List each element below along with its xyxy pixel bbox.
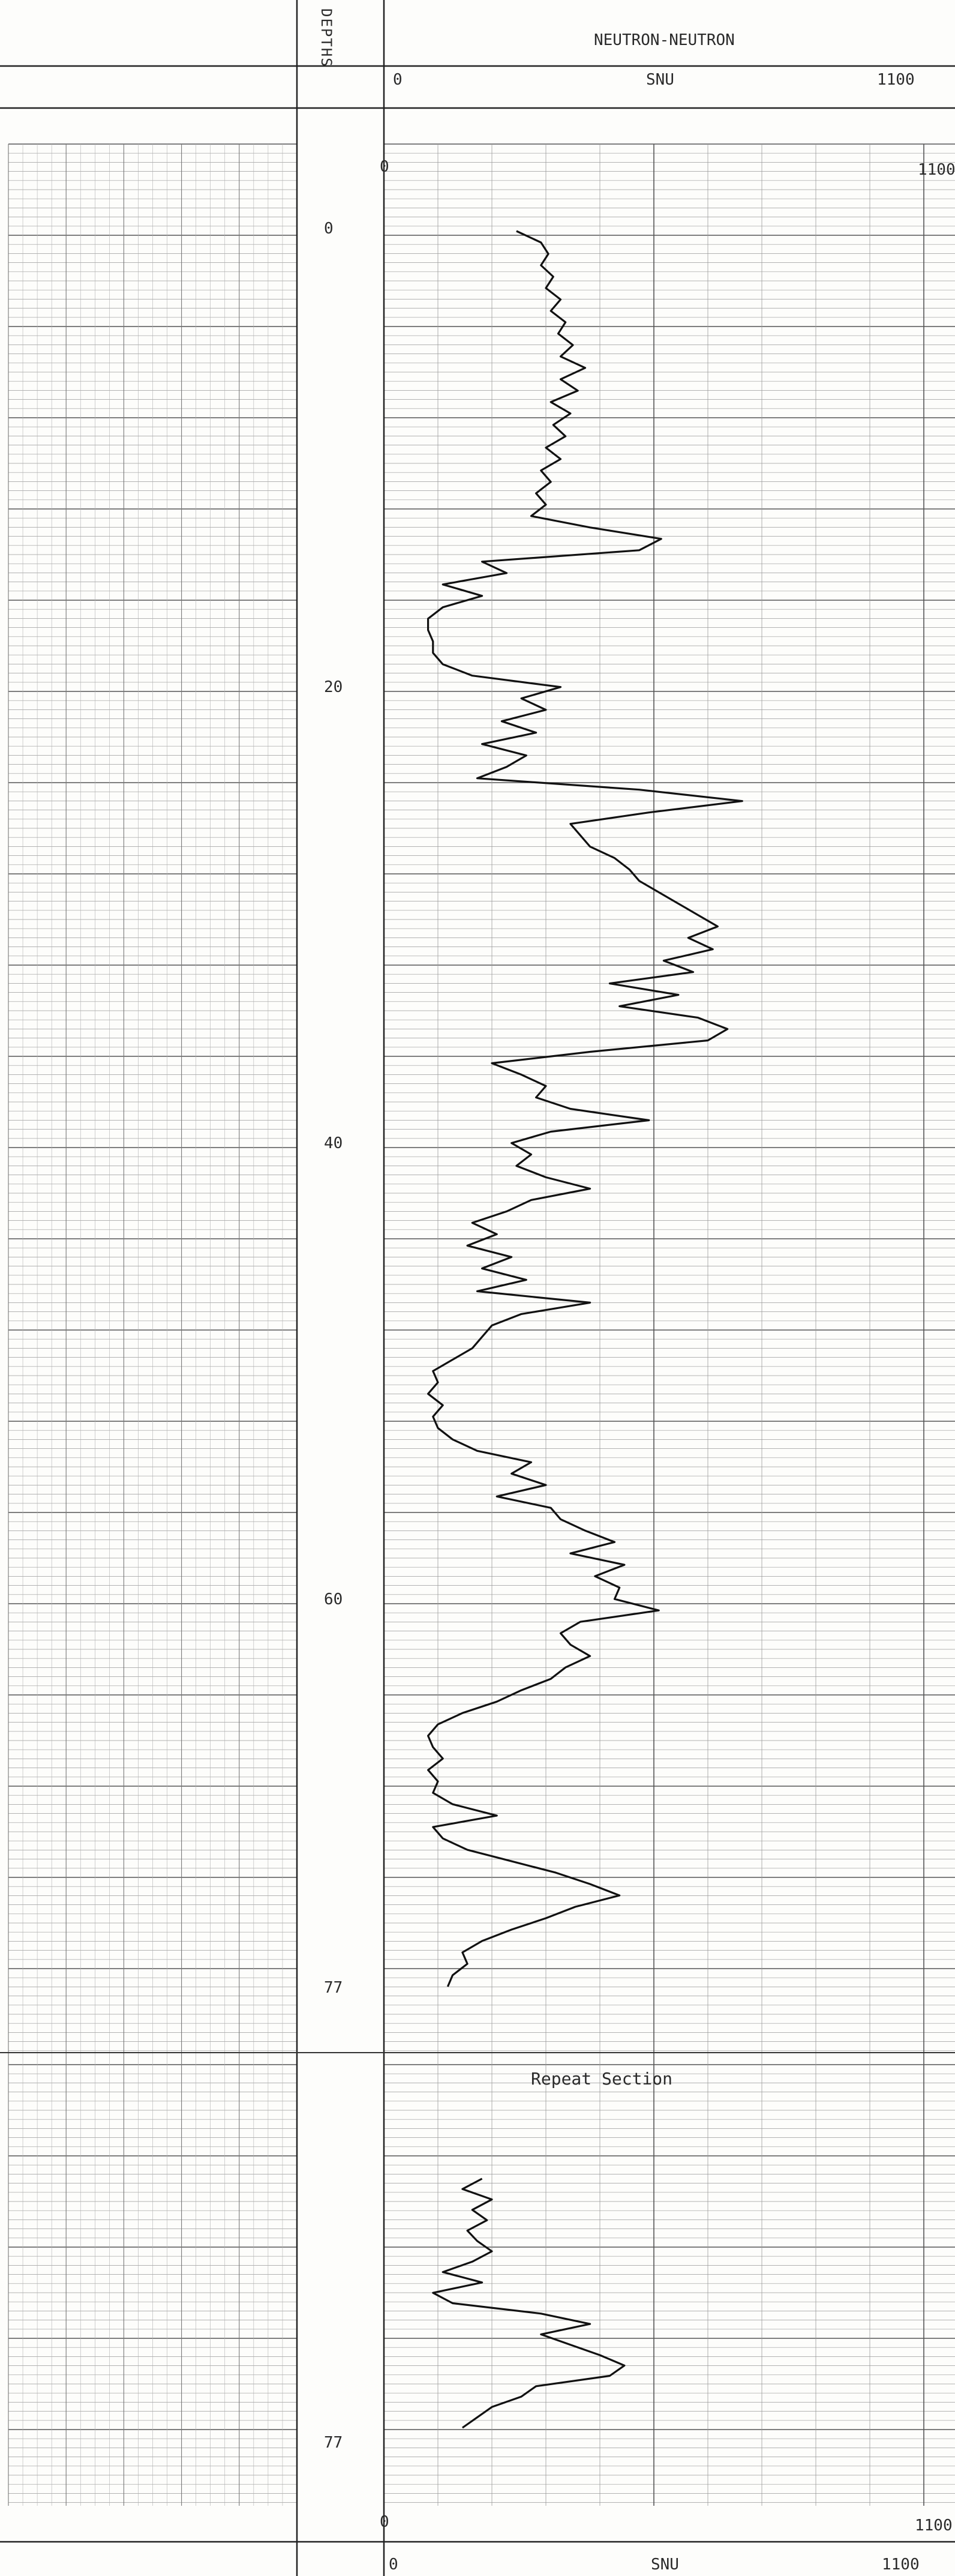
depth-label-20: 20	[324, 678, 343, 696]
depth-column-bg	[298, 0, 383, 2576]
depth-label-40: 40	[324, 1134, 343, 1152]
scale-right-label: 1100	[877, 71, 915, 89]
curve-title: NEUTRON-NEUTRON	[594, 31, 735, 49]
footer-scale-unit-label: SNU	[651, 2556, 679, 2574]
footer-scale-right-label: 1100	[882, 2556, 920, 2574]
depths-track-title: DEPTHS	[318, 8, 335, 68]
grid-layer	[8, 143, 955, 2506]
footer-grid-right-label: 1100	[915, 2517, 953, 2535]
footer-scale-left-label: 0	[389, 2556, 398, 2574]
repeat-section-label: Repeat Section	[531, 2069, 673, 2089]
footer-grid-left-label: 0	[380, 2513, 389, 2531]
depth-label-77-repeat: 77	[324, 2434, 343, 2452]
neutron-curve-main	[427, 230, 743, 1987]
depth-label-77: 77	[324, 1979, 343, 1997]
grid-scale-left-label: 0	[380, 158, 389, 176]
curve-layer	[427, 230, 743, 2429]
scale-unit-label: SNU	[646, 71, 674, 89]
scale-left-label: 0	[393, 71, 403, 89]
depth-label-60: 60	[324, 1590, 343, 1608]
depth-label-0: 0	[324, 220, 334, 238]
grid-scale-right-label: 1100	[918, 161, 955, 179]
neutron-curve-repeat	[432, 2177, 626, 2429]
